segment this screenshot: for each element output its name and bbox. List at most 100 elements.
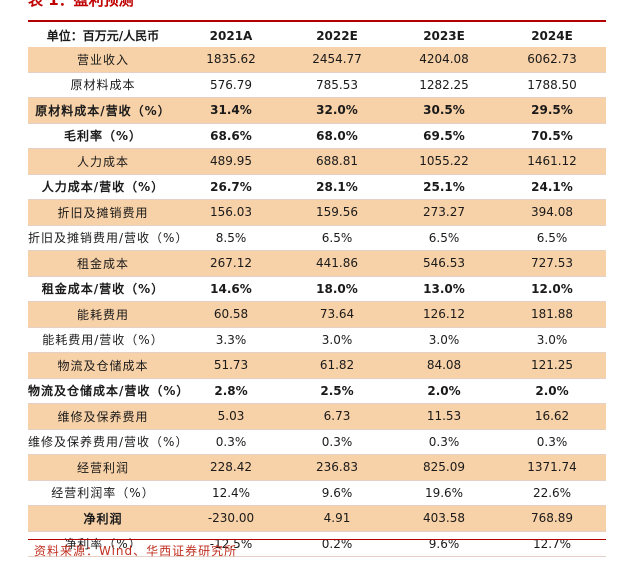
cell: 70.5% <box>531 128 573 143</box>
cell: 228.42 <box>178 454 284 480</box>
cell: -12.5% <box>209 536 253 551</box>
row-label: 净利率（%） <box>64 537 142 552</box>
cell: 825.09 <box>390 454 498 480</box>
cell: 156.03 <box>178 199 284 225</box>
row-label: 营业收入 <box>28 47 178 72</box>
row-depreciation-ratio: 折旧及摊销费用/营收（%） 8.5% 6.5% 6.5% 6.5% <box>28 225 606 251</box>
cell: 441.86 <box>284 250 390 276</box>
cell: 3.0% <box>428 332 460 347</box>
source-note: 资料来源：Wind、华西证券研究所 <box>34 544 238 558</box>
cell: 1055.22 <box>390 148 498 174</box>
cell: 2454.77 <box>284 47 390 72</box>
row-label: 物流及仓储成本 <box>28 352 178 378</box>
forecast-table: 单位：百万元/人民币 2021A 2022E 2023E 2024E 营业收入 … <box>28 24 606 557</box>
row-material-cost: 原材料成本 576.79 785.53 1282.25 1788.50 <box>28 72 606 98</box>
cell: 11.53 <box>390 403 498 429</box>
cell: 61.82 <box>284 352 390 378</box>
header-2021a: 2021A <box>209 28 253 43</box>
row-label: 能耗费用/营收（%） <box>42 333 164 348</box>
cell: 1461.12 <box>498 148 606 174</box>
header-2022e: 2022E <box>316 28 358 43</box>
row-label: 原材料成本/营收（%） <box>28 97 178 123</box>
row-maintenance: 维修及保养费用 5.03 6.73 11.53 16.62 <box>28 403 606 429</box>
cell: 1371.74 <box>498 454 606 480</box>
cell: 2.8% <box>214 383 248 398</box>
cell: 26.7% <box>210 179 252 194</box>
row-rent-ratio: 租金成本/营收（%） 14.6% 18.0% 13.0% 12.0% <box>28 276 606 302</box>
row-energy-ratio: 能耗费用/营收（%） 3.3% 3.0% 3.0% 3.0% <box>28 327 606 353</box>
cell: 69.5% <box>423 128 465 143</box>
cell: 3.0% <box>321 332 353 347</box>
cell: 273.27 <box>390 199 498 225</box>
cell: 4204.08 <box>390 47 498 72</box>
cell: 0.3% <box>428 434 460 449</box>
cell: 546.53 <box>390 250 498 276</box>
cell: 84.08 <box>390 352 498 378</box>
table-title: 表 1：盈利预测 <box>28 0 134 9</box>
cell: 28.1% <box>316 179 358 194</box>
row-labor-cost: 人力成本 489.95 688.81 1055.22 1461.12 <box>28 148 606 174</box>
cell: 394.08 <box>498 199 606 225</box>
row-label: 净利润 <box>28 505 178 531</box>
cell: 2.0% <box>535 383 569 398</box>
cell: 267.12 <box>178 250 284 276</box>
cell: 68.6% <box>210 128 252 143</box>
row-rent: 租金成本 267.12 441.86 546.53 727.53 <box>28 250 606 276</box>
row-net-profit: 净利润 -230.00 4.91 403.58 768.89 <box>28 505 606 531</box>
cell: 2.0% <box>427 383 461 398</box>
cell: 727.53 <box>498 250 606 276</box>
row-label: 人力成本/营收（%） <box>41 180 165 195</box>
row-maintenance-ratio: 维修及保养费用/营收（%） 0.3% 0.3% 0.3% 0.3% <box>28 429 606 455</box>
cell: 3.3% <box>215 332 247 347</box>
cell: 6.73 <box>284 403 390 429</box>
row-logistics-ratio: 物流及仓储成本/营收（%） 2.8% 2.5% 2.0% 2.0% <box>28 378 606 404</box>
cell: 9.6% <box>321 485 353 500</box>
cell: 32.0% <box>284 97 390 123</box>
cell: 24.1% <box>531 179 573 194</box>
cell: 19.6% <box>424 485 464 500</box>
header-2023e: 2023E <box>423 28 465 43</box>
cell: 0.3% <box>321 434 353 449</box>
row-label: 物流及仓储成本/营收（%） <box>28 384 190 399</box>
row-label: 折旧及摊销费用/营收（%） <box>28 231 189 246</box>
row-material-ratio: 原材料成本/营收（%） 31.4% 32.0% 30.5% 29.5% <box>28 97 606 123</box>
cell: 12.0% <box>531 281 573 296</box>
cell: 1835.62 <box>178 47 284 72</box>
row-label: 租金成本 <box>28 250 178 276</box>
cell: 5.03 <box>178 403 284 429</box>
cell: 126.12 <box>390 301 498 327</box>
cell: 0.3% <box>536 434 568 449</box>
row-net-margin: 净利率（%） -12.5% 0.2% 9.6% 12.7% <box>28 531 606 557</box>
cell: 1282.25 <box>419 77 469 92</box>
cell: 8.5% <box>215 230 247 245</box>
cell: 0.3% <box>215 434 247 449</box>
cell: 0.2% <box>321 536 353 551</box>
row-label: 毛利率（%） <box>63 129 143 144</box>
row-label: 能耗费用 <box>28 301 178 327</box>
cell: 3.0% <box>536 332 568 347</box>
cell: 73.64 <box>284 301 390 327</box>
cell: 6.5% <box>536 230 568 245</box>
cell: 6062.73 <box>498 47 606 72</box>
cell: 688.81 <box>284 148 390 174</box>
cell: 14.6% <box>210 281 252 296</box>
cell: 181.88 <box>498 301 606 327</box>
row-label: 折旧及摊销费用 <box>28 199 178 225</box>
bottom-rule <box>28 539 606 540</box>
cell: 16.62 <box>498 403 606 429</box>
cell: 51.73 <box>178 352 284 378</box>
cell: 489.95 <box>178 148 284 174</box>
cell: 1788.50 <box>527 77 577 92</box>
row-label: 维修及保养费用/营收（%） <box>28 435 189 450</box>
cell: 121.25 <box>498 352 606 378</box>
cell: -230.00 <box>178 505 284 531</box>
cell: 12.7% <box>532 536 572 551</box>
cell: 22.6% <box>532 485 572 500</box>
top-rule <box>28 20 606 22</box>
row-labor-ratio: 人力成本/营收（%） 26.7% 28.1% 25.1% 24.1% <box>28 174 606 200</box>
cell: 768.89 <box>498 505 606 531</box>
cell: 576.79 <box>210 77 252 92</box>
cell: 31.4% <box>178 97 284 123</box>
row-label: 原材料成本 <box>70 78 136 93</box>
row-gross-margin: 毛利率（%） 68.6% 68.0% 69.5% 70.5% <box>28 123 606 149</box>
